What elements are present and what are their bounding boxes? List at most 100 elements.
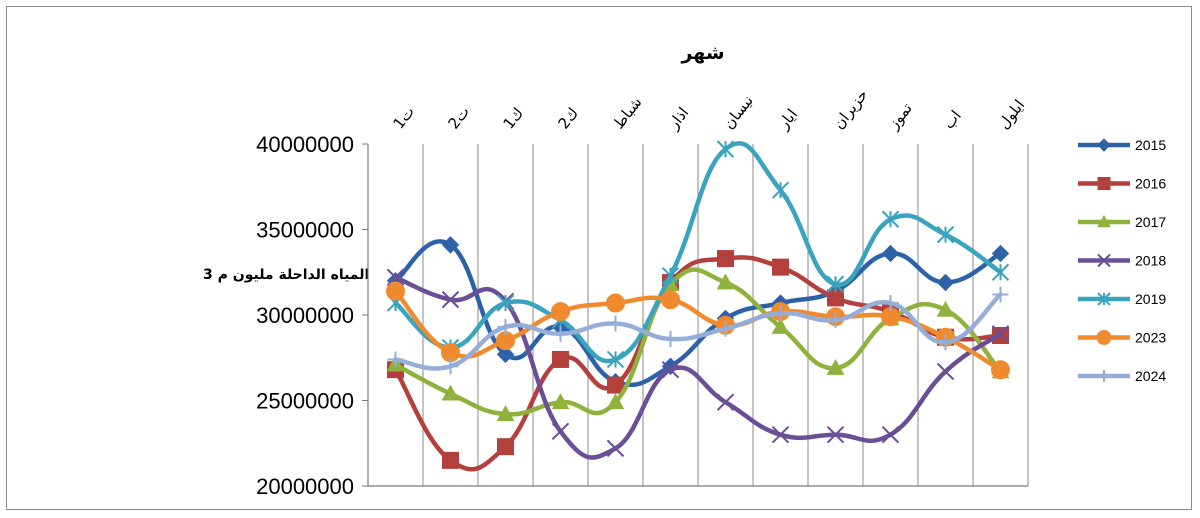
data-point [441,384,460,401]
x-tick-label: ايار [774,105,801,133]
x-tick-label: نيسان [719,92,756,133]
data-point [991,244,1010,263]
x-tick-label: ايلول [994,96,1028,132]
legend-item: 2018 [1078,253,1166,269]
data-point [662,330,679,347]
legend-item: 2024 [1078,368,1166,384]
y-tick-label: 30000000 [256,303,354,328]
y-axis-ticks: 20000000 25000000 30000000 35000000 40000000 [256,132,368,499]
data-point [716,393,735,411]
data-point [496,405,515,422]
data-point [716,273,735,290]
data-point [661,266,680,285]
legend-item: 2017 [1078,214,1166,230]
legend-item: 2015 [1078,137,1166,153]
data-point [717,250,734,268]
data-point [661,361,680,379]
data-point [442,451,459,469]
series-2019 [386,140,1010,369]
data-point [606,293,625,313]
data-point [551,422,570,440]
series-2024 [387,286,1009,375]
y-tick-label: 35000000 [256,218,354,243]
data-point [772,258,789,276]
legend-label: 2023 [1135,330,1166,346]
x-axis-ticks: ت1 ت2 ك1 ك2 شباط اذار نيسان ايار حزيران تموز اب ايل… [389,86,1028,133]
x-tick-label: حزيران [829,86,871,133]
data-point [1097,138,1111,152]
data-point [607,376,624,394]
data-point [551,393,570,410]
x-tick-label: ت1 [389,103,418,133]
data-point [661,290,680,310]
legend-label: 2017 [1135,214,1166,230]
data-point [386,281,405,301]
data-point [992,286,1009,303]
data-point [441,290,460,309]
y-tick-label: 25000000 [256,389,354,414]
x-tick-label: ك1 [499,104,527,132]
data-point [606,439,625,458]
data-point [881,244,900,263]
data-point [717,320,734,337]
chart-title: شهر [680,42,724,64]
data-point [386,268,405,287]
x-tick-label: ك2 [554,104,582,132]
data-point [881,425,900,444]
data-point [607,315,624,332]
legend-item: 2023 [1078,330,1166,346]
legend: 2015 2016 2017 2018 2019 2023 2024 [1078,137,1166,384]
data-point [387,351,404,368]
data-point [991,360,1010,380]
y-tick-label: 40000000 [256,132,354,157]
data-point [1097,292,1111,306]
data-point [991,325,1010,343]
data-point [497,438,514,456]
data-point [552,350,569,368]
data-point [826,275,845,293]
legend-label: 2018 [1135,253,1166,269]
legend-item: 2019 [1078,291,1166,307]
data-point [552,325,569,342]
legend-label: 2019 [1135,291,1166,307]
data-point [882,295,899,312]
series-group [386,140,1010,472]
data-point [606,393,625,410]
data-point [496,345,515,364]
data-point [936,362,955,381]
x-tick-label: ت2 [444,103,473,133]
data-point [772,305,789,322]
x-tick-label: اذار [664,104,693,133]
data-point [441,236,460,254]
data-point [936,300,955,317]
data-point [827,312,844,329]
data-point [716,140,735,158]
legend-label: 2015 [1135,137,1166,153]
data-point [606,350,625,369]
data-point [936,225,955,244]
legend-label: 2024 [1135,368,1166,384]
data-point [1098,370,1110,382]
y-axis-label: المياه الداحلة مليون م 3 [203,267,369,283]
data-point [771,181,790,199]
data-point [937,334,954,351]
x-tick-label: شباط [609,93,645,132]
data-point [826,358,845,375]
data-point [881,210,900,228]
data-point [1096,330,1112,345]
data-point [1097,253,1111,268]
data-point [551,302,570,322]
y-tick-label: 20000000 [256,474,354,499]
data-point [771,425,790,444]
data-point [442,358,459,375]
data-point [827,289,844,307]
x-tick-label: تموز [884,99,916,133]
data-point [826,425,845,444]
data-point [496,294,515,312]
data-point [771,317,790,334]
legend-label: 2016 [1135,176,1166,192]
x-tick-label: اب [939,107,964,133]
data-point [1097,214,1111,228]
data-point [936,273,955,292]
